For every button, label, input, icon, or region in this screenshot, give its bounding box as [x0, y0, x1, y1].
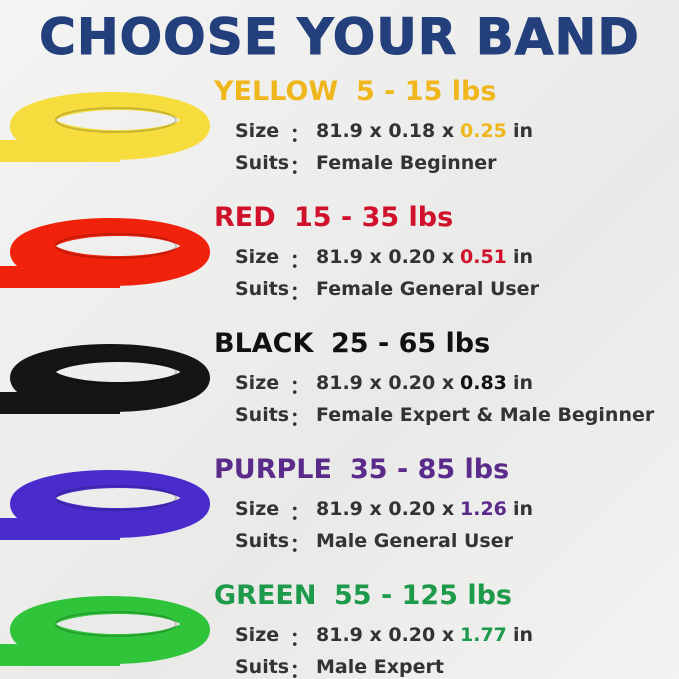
suits-value: Male General User	[316, 530, 513, 552]
band-name: RED	[214, 202, 276, 233]
separator: ：	[290, 628, 310, 650]
size-unit: in	[513, 624, 534, 646]
band-range: 35 - 85 lbs	[350, 454, 510, 485]
separator: ：	[290, 124, 310, 146]
band-range: 55 - 125 lbs	[334, 580, 512, 611]
band-name: GREEN	[214, 580, 317, 611]
separator: ：	[290, 282, 310, 304]
suits-label: Suits	[235, 152, 290, 174]
suits-value: Male Expert	[316, 656, 444, 678]
band-coil	[38, 346, 198, 398]
size-unit: in	[513, 120, 534, 142]
suits-value: Female Beginner	[316, 152, 497, 174]
suits-label: Suits	[235, 404, 290, 426]
size-label: Size	[235, 246, 280, 268]
suits-label: Suits	[235, 278, 290, 300]
size-unit: in	[513, 372, 534, 394]
size-prefix: 81.9 x 0.20 x	[316, 624, 455, 646]
band-coil	[55, 611, 177, 637]
size-label: Size	[235, 372, 280, 394]
band-coil	[55, 359, 177, 385]
band-coil	[55, 107, 177, 133]
band-name: BLACK	[214, 328, 314, 359]
band-name: YELLOW	[214, 76, 339, 107]
size-prefix: 81.9 x 0.20 x	[316, 498, 455, 520]
size-highlight: 0.25	[460, 120, 507, 142]
size-prefix: 81.9 x 0.20 x	[316, 372, 455, 394]
band-coil	[38, 472, 198, 524]
band-name: PURPLE	[214, 454, 332, 485]
separator: ：	[290, 156, 310, 178]
size-unit: in	[513, 498, 534, 520]
band-coil	[38, 94, 198, 146]
size-label: Size	[235, 624, 280, 646]
suits-label: Suits	[235, 656, 290, 678]
separator: ：	[290, 660, 310, 679]
suits-value: Female Expert & Male Beginner	[316, 404, 655, 426]
separator: ：	[290, 376, 310, 398]
size-label: Size	[235, 498, 280, 520]
separator: ：	[290, 534, 310, 556]
size-highlight: 0.83	[460, 372, 507, 394]
size-highlight: 1.77	[460, 624, 507, 646]
separator: ：	[290, 408, 310, 430]
suits-value: Female General User	[316, 278, 539, 300]
band-coil	[55, 485, 177, 511]
band-coil	[38, 220, 198, 272]
band-range: 15 - 35 lbs	[294, 202, 454, 233]
band-coil	[55, 233, 177, 259]
size-prefix: 81.9 x 0.18 x	[316, 120, 455, 142]
size-prefix: 81.9 x 0.20 x	[316, 246, 455, 268]
band-range: 25 - 65 lbs	[331, 328, 491, 359]
band-range: 5 - 15 lbs	[356, 76, 497, 107]
size-highlight: 1.26	[460, 498, 507, 520]
suits-label: Suits	[235, 530, 290, 552]
separator: ：	[290, 502, 310, 524]
band-coil	[38, 598, 198, 650]
title: CHOOSE YOUR BAND	[39, 8, 640, 67]
size-highlight: 0.51	[460, 246, 507, 268]
size-unit: in	[513, 246, 534, 268]
size-label: Size	[235, 120, 280, 142]
separator: ：	[290, 250, 310, 272]
